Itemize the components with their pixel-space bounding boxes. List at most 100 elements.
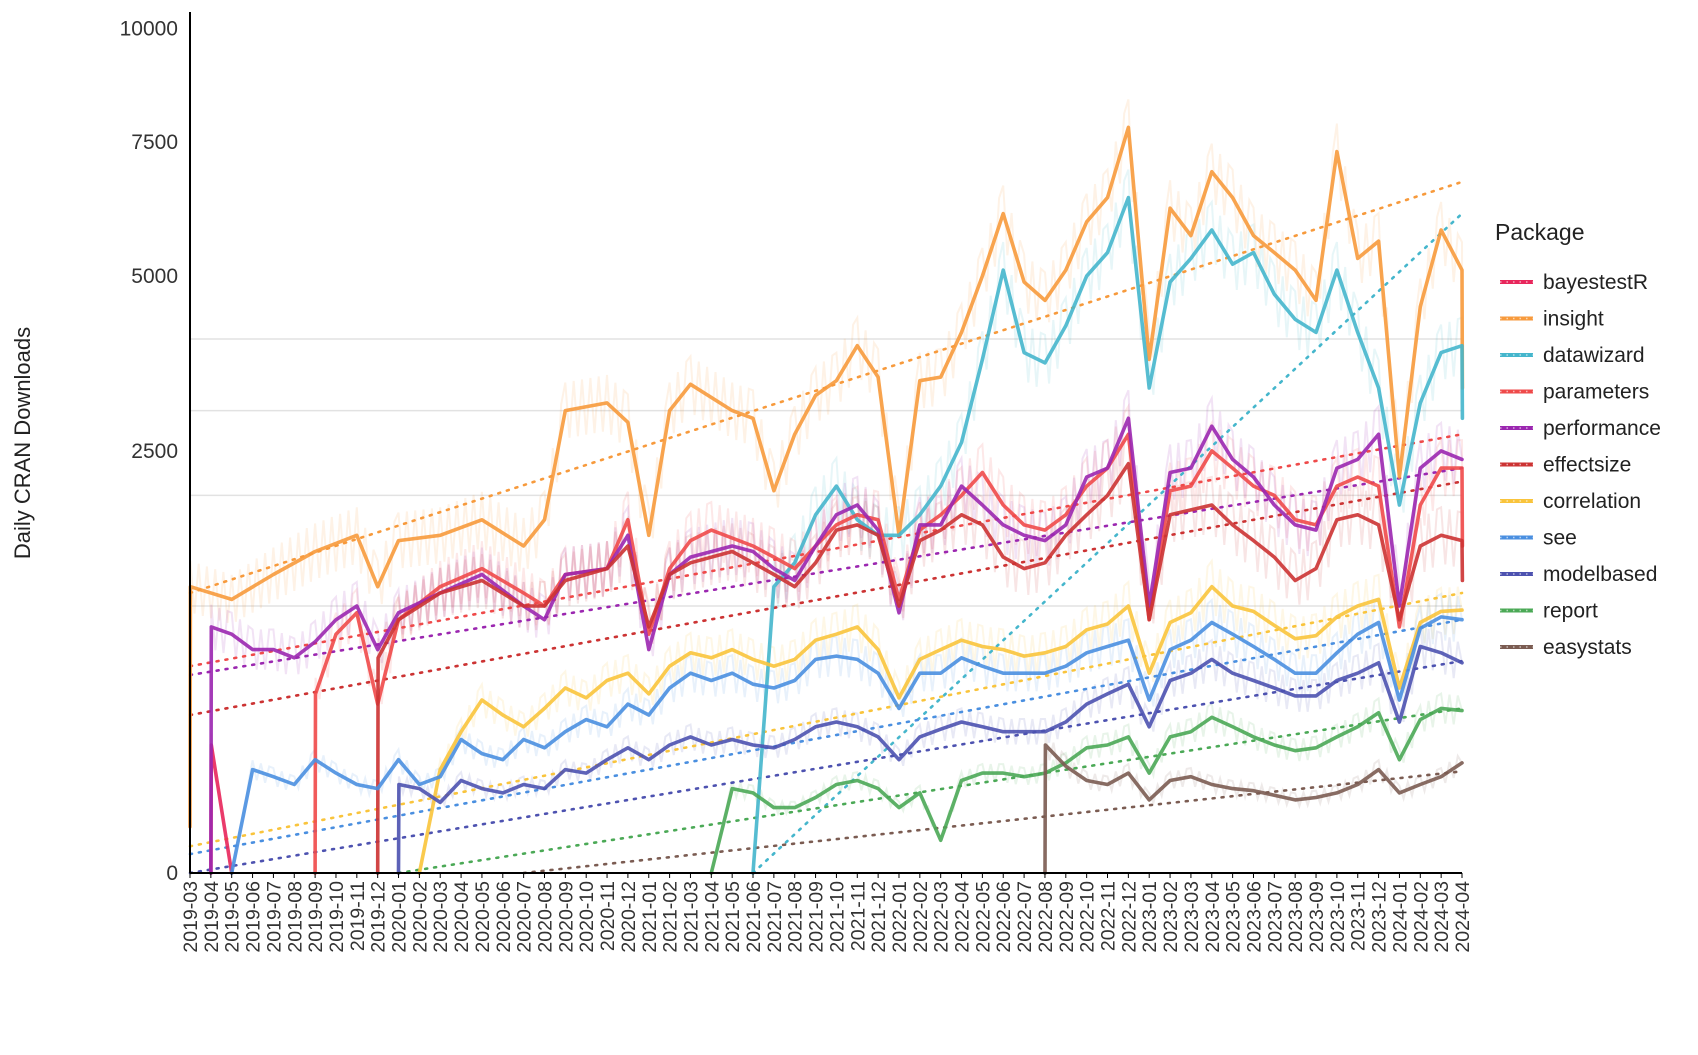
x-tick-label: 2021-12 bbox=[868, 881, 890, 953]
series-line-effectsize bbox=[375, 461, 1465, 875]
x-tick-label: 2022-04 bbox=[952, 881, 974, 953]
series-line-see bbox=[229, 615, 1464, 875]
legend-label: bayestestR bbox=[1543, 271, 1648, 294]
x-tick-label: 2020-01 bbox=[389, 881, 411, 953]
x-tick-label: 2020-04 bbox=[451, 881, 473, 953]
x-tick-label: 2019-05 bbox=[222, 881, 244, 953]
x-tick-label: 2023-09 bbox=[1306, 881, 1328, 953]
legend-label: datawizard bbox=[1543, 344, 1645, 367]
y-tick-label: 2500 bbox=[131, 440, 178, 463]
legend-item-performance: performance bbox=[1500, 417, 1661, 440]
raw-daily-layer bbox=[189, 99, 1464, 874]
series-line-performance bbox=[209, 416, 1464, 875]
y-tick-label: 10000 bbox=[120, 18, 178, 41]
legend-item-effectsize: effectsize bbox=[1500, 454, 1631, 477]
trend-line-report bbox=[397, 707, 1464, 875]
x-tick-label: 2021-03 bbox=[680, 881, 702, 953]
x-tick-label: 2019-03 bbox=[180, 881, 202, 953]
y-tick-label: 7500 bbox=[131, 131, 178, 154]
trend-line-datawizard bbox=[751, 212, 1464, 875]
x-tick-label: 2022-06 bbox=[993, 881, 1015, 953]
trend-line-see bbox=[188, 618, 1464, 856]
x-tick-label: 2021-09 bbox=[806, 881, 828, 953]
x-tick-label: 2023-07 bbox=[1264, 881, 1286, 953]
legend-label: effectsize bbox=[1543, 454, 1631, 477]
x-tick-label: 2019-08 bbox=[284, 881, 306, 953]
trend-line-performance bbox=[188, 466, 1464, 677]
x-tick-label: 2021-10 bbox=[826, 881, 848, 953]
x-tick-label: 2019-10 bbox=[326, 881, 348, 953]
series-line-parameters bbox=[313, 432, 1465, 875]
x-tick-label: 2020-11 bbox=[597, 881, 619, 951]
raw-line-modelbased bbox=[397, 625, 1463, 874]
x-tick-label: 2024-03 bbox=[1431, 881, 1453, 953]
x-tick-label: 2021-07 bbox=[764, 881, 786, 953]
x-tick-label: 2019-04 bbox=[201, 881, 223, 953]
legend-label: report bbox=[1543, 600, 1598, 623]
trend-line-correlation bbox=[188, 591, 1464, 848]
x-tick-label: 2024-01 bbox=[1389, 881, 1411, 953]
x-tick-label: 2019-09 bbox=[305, 881, 327, 953]
legend-title: Package bbox=[1495, 219, 1585, 245]
x-tick-label: 2020-07 bbox=[514, 881, 536, 953]
x-tick-label: 2024-02 bbox=[1410, 881, 1432, 953]
series-layer bbox=[188, 125, 1465, 875]
legend-label: correlation bbox=[1543, 490, 1641, 513]
raw-line-easystats bbox=[1044, 733, 1463, 874]
legend-item-correlation: correlation bbox=[1500, 490, 1641, 513]
legend-item-bayestestR: bayestestR bbox=[1500, 271, 1648, 294]
y-tick-label: 0 bbox=[166, 862, 178, 885]
x-tick-label: 2022-02 bbox=[910, 881, 932, 953]
series-line-easystats bbox=[1043, 743, 1464, 875]
x-tick-label: 2023-02 bbox=[1160, 881, 1182, 953]
x-tick-label: 2020-12 bbox=[618, 881, 640, 953]
legend-item-datawizard: datawizard bbox=[1500, 344, 1645, 367]
y-tick-label: 5000 bbox=[131, 265, 178, 288]
x-tick-label: 2020-06 bbox=[493, 881, 515, 953]
legend-label: parameters bbox=[1543, 381, 1649, 404]
legend-label: easystats bbox=[1543, 636, 1632, 659]
legend-label: insight bbox=[1543, 308, 1604, 331]
x-tick-label: 2020-09 bbox=[555, 881, 577, 953]
x-tick-label: 2023-01 bbox=[1139, 881, 1161, 953]
y-axis-label: Daily CRAN Downloads bbox=[10, 327, 35, 559]
x-tick-label: 2021-08 bbox=[785, 881, 807, 953]
x-tick-label: 2019-07 bbox=[263, 881, 285, 953]
series-line-correlation bbox=[417, 584, 1464, 875]
x-tick-label: 2022-12 bbox=[1118, 881, 1140, 953]
x-tick-label: 2019-06 bbox=[243, 881, 265, 953]
legend-item-parameters: parameters bbox=[1500, 381, 1649, 404]
x-tick-label: 2024-04 bbox=[1452, 881, 1474, 953]
x-tick-label: 2021-01 bbox=[639, 881, 661, 953]
x-tick-label: 2021-05 bbox=[722, 881, 744, 953]
trend-line-effectsize bbox=[188, 480, 1464, 717]
x-tick-label: 2019-12 bbox=[368, 881, 390, 953]
x-tick-label: 2022-01 bbox=[889, 881, 911, 953]
x-tick-label: 2021-11 bbox=[847, 881, 869, 951]
series-line-insight bbox=[188, 125, 1465, 829]
raw-line-correlation bbox=[418, 558, 1463, 874]
series-line-report bbox=[709, 706, 1464, 875]
series-line-modelbased bbox=[396, 644, 1464, 875]
x-tick-label: 2022-05 bbox=[972, 881, 994, 953]
x-tick-label: 2022-08 bbox=[1035, 881, 1057, 953]
x-tick-label: 2020-03 bbox=[430, 881, 452, 953]
legend-item-see: see bbox=[1500, 527, 1577, 550]
x-tick-label: 2023-05 bbox=[1223, 881, 1245, 953]
legend-item-report: report bbox=[1500, 600, 1598, 623]
legend-label: see bbox=[1543, 527, 1577, 550]
x-tick-label: 2023-10 bbox=[1327, 881, 1349, 953]
x-tick-label: 2023-06 bbox=[1243, 881, 1265, 953]
x-tick-label: 2022-07 bbox=[1014, 881, 1036, 953]
grid-layer bbox=[190, 338, 1462, 607]
legend-label: modelbased bbox=[1543, 563, 1657, 586]
x-tick-label: 2023-03 bbox=[1181, 881, 1203, 953]
axis-layer: 0250050007500100002019-032019-042019-052… bbox=[120, 12, 1474, 953]
x-tick-label: 2021-02 bbox=[660, 881, 682, 953]
x-tick-label: 2022-10 bbox=[1077, 881, 1099, 953]
x-tick-label: 2019-11 bbox=[347, 881, 369, 951]
legend: Package bayestestR insight datawizard parame… bbox=[1495, 219, 1661, 659]
x-tick-label: 2021-04 bbox=[701, 881, 723, 953]
